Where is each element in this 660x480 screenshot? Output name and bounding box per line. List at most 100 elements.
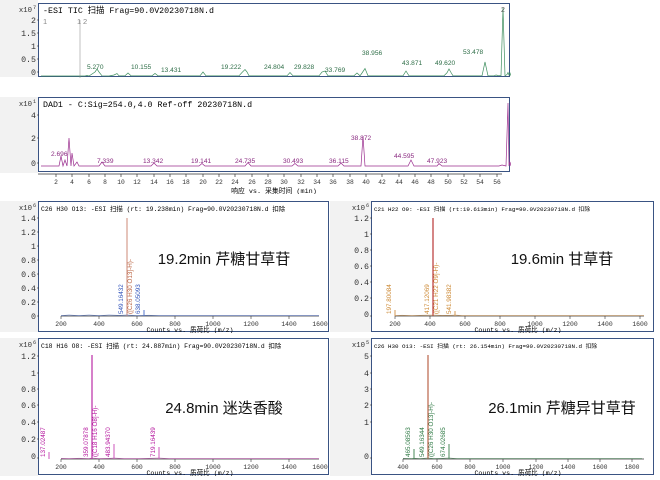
svg-text:0.2: 0.2 [21, 436, 36, 445]
svg-text:30.493: 30.493 [283, 158, 304, 165]
svg-text:Counts vs. 质荷比 (m/z): Counts vs. 质荷比 (m/z) [474, 325, 561, 333]
svg-text:1.5: 1.5 [21, 30, 36, 39]
svg-text:5: 5 [366, 340, 369, 346]
svg-text:0: 0 [31, 313, 36, 322]
svg-text:54: 54 [476, 179, 484, 186]
svg-text:549.16432: 549.16432 [118, 284, 125, 314]
svg-text:2: 2 [83, 17, 87, 26]
svg-text:6: 6 [87, 179, 91, 186]
svg-text:43.871: 43.871 [402, 60, 423, 67]
svg-text:6: 6 [366, 203, 369, 209]
svg-text:x10: x10 [19, 101, 32, 109]
svg-text:C21 H22 O9: -ESI 扫描 (rt:19.613: C21 H22 O9: -ESI 扫描 (rt:19.613min) Frag=… [374, 205, 590, 213]
svg-text:0.8: 0.8 [21, 257, 36, 266]
svg-text:0.6: 0.6 [21, 271, 36, 280]
svg-text:28: 28 [264, 179, 272, 186]
svg-text:22: 22 [215, 179, 223, 186]
svg-text:1600: 1600 [593, 464, 608, 471]
svg-text:13.342: 13.342 [143, 158, 164, 165]
svg-text:19.2min 芹糖甘草苷: 19.2min 芹糖甘草苷 [158, 251, 291, 268]
svg-text:6: 6 [33, 340, 36, 346]
svg-text:1200: 1200 [243, 464, 259, 471]
svg-text:600: 600 [431, 464, 442, 471]
svg-text:719.16439: 719.16439 [150, 427, 157, 457]
svg-text:52: 52 [460, 179, 468, 186]
svg-text:32: 32 [297, 179, 305, 186]
svg-text:33.769: 33.769 [325, 67, 346, 74]
svg-text:C26 H30 O13: -ESI 扫描 (rt: 26.1: C26 H30 O13: -ESI 扫描 (rt: 26.154min) Fra… [374, 342, 597, 350]
svg-text:4: 4 [364, 370, 369, 379]
svg-text:1.4: 1.4 [21, 215, 36, 224]
svg-text:1200: 1200 [562, 321, 578, 328]
svg-text:([C26 H30 O13]-H)-: ([C26 H30 O13]-H)- [127, 259, 134, 314]
svg-text:40: 40 [362, 179, 370, 186]
svg-text:x10: x10 [352, 205, 365, 213]
svg-text:C18 H16 O8: -ESI 扫描 (rt: 24.88: C18 H16 O8: -ESI 扫描 (rt: 24.887min) Frag… [41, 341, 282, 350]
svg-text:19.141: 19.141 [191, 158, 212, 165]
svg-text:1: 1 [43, 17, 47, 26]
svg-text:24.8min 迷迭香酸: 24.8min 迷迭香酸 [165, 400, 283, 417]
svg-text:549.16344: 549.16344 [419, 427, 426, 457]
svg-text:响应 vs. 采集时间 (min): 响应 vs. 采集时间 (min) [231, 186, 317, 194]
svg-text:DAD1 - C:Sig=254.0,4.0 Ref-off: DAD1 - C:Sig=254.0,4.0 Ref-off 20230718N… [43, 100, 252, 110]
svg-text:18: 18 [182, 179, 190, 186]
svg-text:0: 0 [364, 311, 369, 320]
svg-text:200: 200 [55, 464, 67, 471]
svg-text:5.270: 5.270 [87, 64, 104, 71]
svg-text:x10: x10 [352, 342, 365, 350]
svg-text:10: 10 [117, 179, 125, 186]
svg-text:1400: 1400 [281, 464, 297, 471]
svg-text:1: 1 [364, 231, 369, 240]
svg-text:1.2: 1.2 [21, 353, 36, 362]
svg-text:1400: 1400 [597, 321, 613, 328]
svg-text:2: 2 [31, 135, 36, 144]
svg-text:Counts vs. 质荷比 (m/z): Counts vs. 质荷比 (m/z) [146, 468, 233, 476]
svg-text:7.339: 7.339 [97, 158, 114, 165]
svg-text:0.2: 0.2 [21, 299, 36, 308]
svg-text:([C26 H30 O13]-H)-: ([C26 H30 O13]-H)- [428, 402, 435, 457]
svg-text:400: 400 [93, 321, 105, 328]
svg-text:1.2: 1.2 [354, 215, 369, 224]
svg-text:29.828: 29.828 [294, 64, 315, 71]
svg-text:483.94370: 483.94370 [105, 427, 112, 457]
svg-text:200: 200 [55, 321, 67, 328]
svg-text:0: 0 [31, 69, 36, 78]
svg-text:400: 400 [424, 321, 436, 328]
svg-text:0: 0 [31, 160, 36, 169]
svg-text:x10: x10 [19, 342, 32, 350]
svg-text:0.4: 0.4 [21, 285, 36, 294]
svg-text:x10: x10 [19, 205, 32, 213]
svg-text:2: 2 [364, 402, 369, 411]
svg-text:4: 4 [31, 112, 36, 121]
svg-text:46: 46 [411, 179, 419, 186]
svg-text:1: 1 [77, 17, 81, 26]
svg-text:1400: 1400 [281, 321, 297, 328]
svg-text:359.07878: 359.07878 [83, 427, 90, 457]
svg-text:38.956: 38.956 [362, 50, 383, 57]
svg-text:600: 600 [131, 321, 143, 328]
svg-text:14: 14 [150, 179, 158, 186]
svg-text:400: 400 [93, 464, 105, 471]
svg-text:24.804: 24.804 [264, 64, 285, 71]
svg-text:44: 44 [395, 179, 403, 186]
svg-text:0.6: 0.6 [21, 402, 36, 411]
svg-text:1600: 1600 [632, 321, 648, 328]
svg-text:638.05093: 638.05093 [135, 284, 142, 314]
svg-text:197.80084: 197.80084 [386, 284, 393, 314]
svg-text:0.8: 0.8 [21, 386, 36, 395]
svg-text:465.08563: 465.08563 [405, 427, 412, 457]
svg-text:1400: 1400 [561, 464, 576, 471]
svg-text:24: 24 [231, 179, 239, 186]
svg-text:0.4: 0.4 [21, 419, 36, 428]
svg-text:7: 7 [33, 5, 36, 11]
svg-text:19.222: 19.222 [221, 64, 242, 71]
svg-text:2: 2 [501, 7, 505, 14]
svg-text:50: 50 [444, 179, 452, 186]
svg-text:1: 1 [31, 43, 36, 52]
svg-text:1: 1 [31, 243, 36, 252]
svg-text:1: 1 [364, 419, 369, 428]
svg-text:30: 30 [280, 179, 288, 186]
svg-text:1600: 1600 [312, 464, 328, 471]
svg-text:2: 2 [31, 17, 36, 26]
svg-text:C26 H30 O13: -ESI 扫描 (rt: 19.2: C26 H30 O13: -ESI 扫描 (rt: 19.238min) Fra… [41, 204, 286, 213]
